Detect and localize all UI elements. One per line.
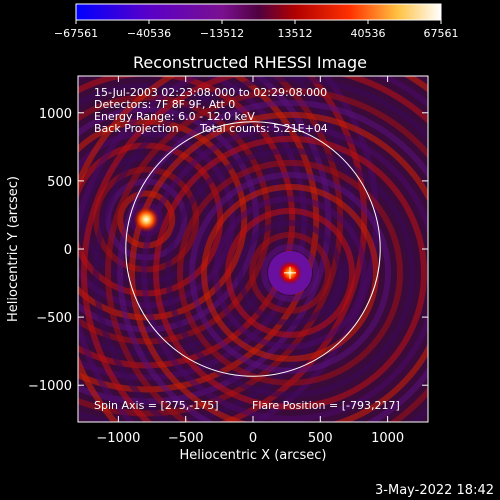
annotation-spin-axis: Spin Axis = [275,-175] [94,399,219,412]
solar-limb-circle [125,121,381,377]
colorbar-tick-label: −13512 [200,27,244,40]
annotation-flare-position: Flare Position = [-793,217] [252,399,400,412]
y-tick-label: 1000 [39,107,72,122]
annotation-time-range: 15-Jul-2003 02:23:08.000 to 02:29:08.000 [94,86,327,99]
fringe-ring [117,99,428,422]
fringe-ring [129,111,428,422]
x-tick-label: 500 [308,431,333,446]
x-tick-label: −500 [168,431,204,446]
colorbar-tick-label: −40536 [127,27,171,40]
fringe-ring [213,195,368,350]
fringe-ring [218,76,368,422]
fringe-ring [261,243,320,302]
fringe-ring [78,76,356,422]
chart-title: Reconstructed RHESSI Image [133,53,367,72]
y-tick-label: 500 [47,175,72,190]
x-axis-label: Heliocentric X (arcsec) [180,448,327,463]
y-tick-label: −500 [36,311,72,326]
x-tick-label: 1000 [371,431,404,446]
colorbar-tick-label: 13512 [277,27,312,40]
annotations: 15-Jul-2003 02:23:08.000 to 02:29:08.000… [94,86,400,412]
fringe-ring [93,76,428,422]
fringe-ring [225,207,356,338]
x-tick-label: 0 [249,431,257,446]
colorbar-ticks: −67561 −40536 −13512 13512 40536 67561 [54,20,459,40]
fringe-ring [237,219,344,326]
fringe-ring [177,159,404,386]
fringe-ring [201,183,380,362]
fringe-ring [249,231,332,314]
y-axis-label: Heliocentric Y (arcsec) [6,176,21,322]
colorbar: −67561 −40536 −13512 13512 40536 67561 [54,3,459,40]
annotation-method: Back Projection [94,122,179,135]
fringe-ring [78,82,284,357]
fringe-ring [105,87,428,422]
y-tick-label: −1000 [28,379,72,394]
axis-ticks: −1000 −500 0 500 1000 −1000 −500 0 500 1000 [28,76,428,446]
colorbar-frame [75,3,442,21]
y-tick-label: 0 [64,243,72,258]
annotation-energy: Energy Range: 6.0 - 12.0 keV [94,110,255,123]
colorbar-tick-label: −67561 [54,27,98,40]
annotation-detectors: Detectors: 7F 8F 9F, Att 0 [94,98,235,111]
date-stamp: 3-May-2022 18:42 [375,483,494,498]
colorbar-gradient [76,4,441,20]
fringe-ring [165,147,416,398]
annotation-total-counts: Total counts: 5.21E+04 [199,122,328,135]
spin-axis-marker [284,266,297,279]
x-tick-label: −1000 [96,431,140,446]
colorbar-tick-label: 67561 [424,27,459,40]
flare-source [133,206,160,233]
fringe-ring [78,76,308,381]
colorbar-tick-label: 40536 [350,27,385,40]
fringe-ring [153,135,428,410]
fringe-ring [81,76,428,422]
